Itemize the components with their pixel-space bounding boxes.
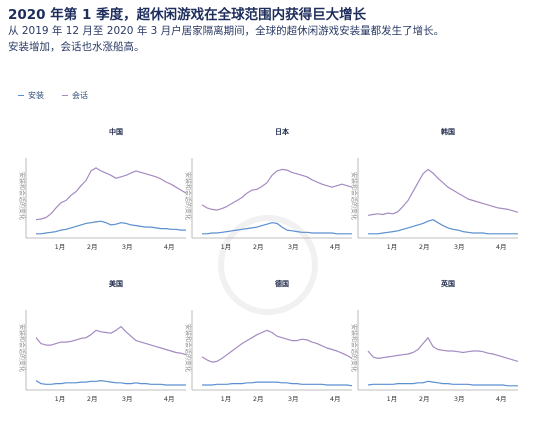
legend-label-installs: 安装 [28, 91, 44, 100]
x-tick-label: 1月 [387, 243, 398, 251]
x-tick-label: 3月 [288, 243, 299, 251]
y-axis-label: 安装和会话的变化 [350, 324, 358, 372]
chart-title: 德国 [275, 279, 289, 288]
x-tick-label: 1月 [221, 395, 232, 403]
legend-swatch-sessions [62, 94, 68, 97]
chart-title: 美国 [109, 279, 123, 288]
watermark-logo [218, 215, 318, 315]
x-tick-label: 3月 [454, 243, 465, 251]
series-line-installs [202, 222, 352, 235]
description-line-2: 安装增加，会话也水涨船高。 [8, 41, 145, 53]
x-tick-label: 3月 [454, 395, 465, 403]
y-axis-label: 安装和会话的变化 [18, 324, 26, 372]
series-line-installs [35, 380, 186, 386]
chart-title: 日本 [275, 127, 289, 136]
y-axis-label: 安装和会话的变化 [18, 172, 26, 220]
description: 从 2019 年 12 月至 2020 年 3 月户居家隔离期间，全球的超休闲游… [8, 23, 530, 55]
chart-title: 韩国 [441, 127, 455, 136]
chart-title: 英国 [440, 279, 455, 288]
x-tick-label: 2月 [419, 243, 430, 251]
series-line-sessions [201, 168, 353, 211]
x-tick-label: 3月 [288, 395, 299, 403]
x-tick-label: 4月 [164, 395, 175, 403]
legend-item-installs: 安装 [18, 90, 44, 101]
x-tick-label: 2月 [253, 243, 264, 251]
description-line-1: 从 2019 年 12 月至 2020 年 3 月户居家隔离期间，全球的超休闲游… [8, 25, 445, 37]
x-tick-label: 4月 [330, 243, 341, 251]
series-line-installs [368, 219, 518, 235]
x-tick-label: 1月 [55, 243, 66, 251]
legend-swatch-installs [18, 94, 24, 97]
series-line-installs [36, 220, 186, 235]
x-tick-label: 4月 [496, 243, 507, 251]
x-tick-label: 4月 [164, 243, 175, 251]
x-tick-label: 3月 [122, 243, 133, 251]
x-tick-label: 3月 [122, 395, 133, 403]
legend-label-sessions: 会话 [72, 91, 88, 100]
series-line-sessions [367, 168, 519, 216]
chart-title: 中国 [109, 127, 123, 136]
x-tick-label: 2月 [419, 395, 430, 403]
x-tick-label: 2月 [253, 395, 264, 403]
page-title: 2020 年第 1 季度，超休闲游戏在全球范围内获得巨大增长 [8, 7, 367, 23]
x-tick-label: 1月 [221, 243, 232, 251]
legend-item-sessions: 会话 [62, 90, 88, 101]
series-line-sessions [35, 326, 187, 356]
series-line-installs [367, 380, 518, 387]
x-tick-label: 4月 [496, 395, 507, 403]
series-line-sessions [35, 167, 187, 221]
x-tick-label: 4月 [330, 395, 341, 403]
series-line-sessions [201, 329, 353, 363]
x-tick-label: 1月 [387, 395, 398, 403]
x-tick-label: 1月 [55, 395, 66, 403]
y-axis-label: 安装和会话的变化 [184, 172, 192, 220]
y-axis-label: 安装和会话的变化 [350, 172, 358, 220]
series-line-sessions [367, 337, 519, 362]
x-tick-label: 2月 [87, 395, 98, 403]
y-axis-label: 安装和会话的变化 [184, 324, 192, 372]
series-line-installs [202, 381, 353, 387]
chart-legend: 安装 会话 [18, 90, 88, 101]
x-tick-label: 2月 [87, 243, 98, 251]
